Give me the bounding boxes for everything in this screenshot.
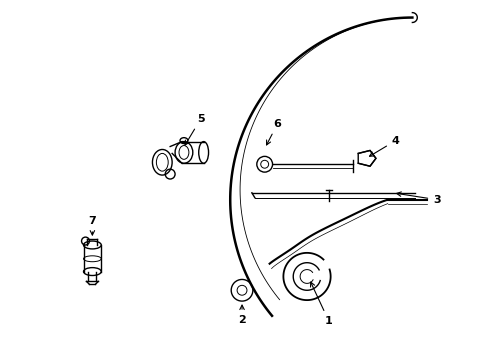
Text: 3: 3 bbox=[396, 192, 440, 205]
Text: 7: 7 bbox=[88, 216, 96, 235]
Text: 2: 2 bbox=[238, 305, 245, 325]
Text: 6: 6 bbox=[266, 119, 281, 145]
Text: 1: 1 bbox=[310, 282, 332, 326]
Text: 4: 4 bbox=[369, 136, 399, 156]
Polygon shape bbox=[358, 150, 375, 166]
Text: 5: 5 bbox=[184, 114, 204, 145]
